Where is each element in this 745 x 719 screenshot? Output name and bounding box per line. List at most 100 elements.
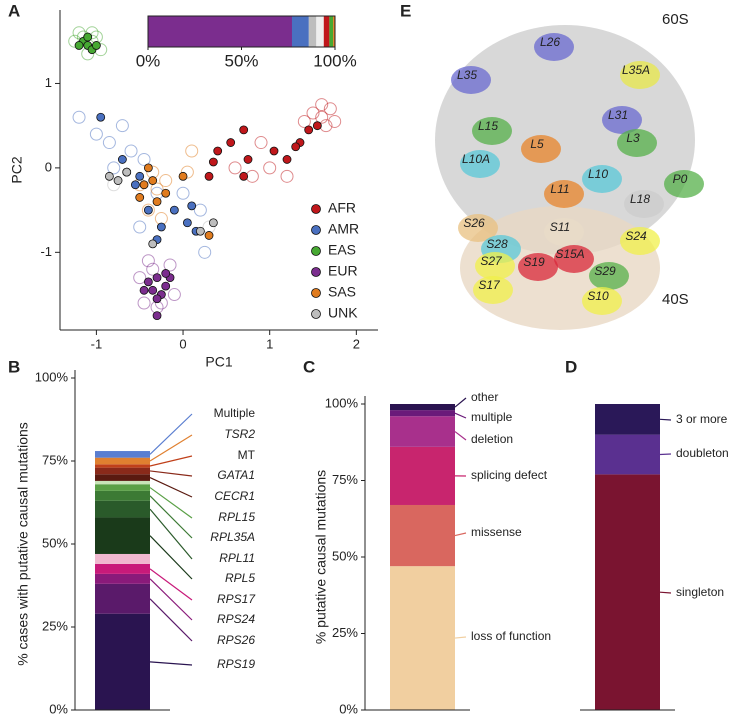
legend-label: UNK — [328, 305, 358, 321]
protein-label: S24 — [625, 229, 647, 243]
protein-label: L10A — [462, 152, 490, 166]
protein-blob — [617, 129, 657, 157]
x-tick-label: 0% — [136, 51, 161, 70]
point — [143, 163, 153, 173]
bar-segment — [95, 583, 150, 614]
bar-segment — [95, 467, 150, 475]
background-point — [228, 161, 242, 175]
segment-label: Multiple — [214, 406, 256, 420]
point — [169, 205, 179, 215]
background-point — [297, 114, 311, 128]
background-point — [245, 169, 259, 183]
point — [122, 167, 132, 177]
y-tick-label: 50% — [332, 548, 358, 563]
leader-line — [149, 598, 193, 642]
background-point — [198, 245, 212, 259]
background-point — [193, 203, 207, 217]
background-point — [306, 106, 320, 120]
segment-label: RPS19 — [217, 657, 255, 671]
protein-blob — [544, 180, 584, 208]
legend-label: EAS — [328, 242, 356, 258]
segment-label: 3 or more — [676, 412, 728, 426]
background-point — [85, 26, 99, 40]
bar-segment — [333, 16, 335, 47]
segment-label: CECR1 — [214, 489, 255, 503]
protein-label: L15 — [478, 119, 498, 133]
point — [204, 171, 214, 181]
segment-label: RPS17 — [217, 592, 256, 606]
bar-segment — [595, 434, 660, 475]
point — [204, 231, 214, 240]
x-tick-label: 100% — [313, 51, 356, 70]
segment-label: doubleton — [676, 446, 729, 460]
point — [152, 197, 162, 207]
point — [243, 155, 253, 164]
protein-blob — [544, 218, 584, 246]
protein-label: S11 — [550, 220, 570, 234]
leader-line — [149, 477, 193, 498]
segment-label: RPL15 — [218, 510, 255, 524]
background-point — [137, 152, 151, 166]
point — [143, 277, 153, 287]
segment-label: RPL35A — [210, 530, 255, 544]
point — [312, 121, 322, 131]
point — [161, 188, 171, 198]
segment-label: deletion — [471, 432, 513, 446]
segment-label: RPL11 — [219, 551, 255, 565]
segment-label: multiple — [471, 410, 513, 424]
bar-segment — [390, 446, 455, 505]
subunit-label: 40S — [662, 291, 689, 308]
legend-marker — [311, 225, 321, 235]
protein-label: L35 — [457, 68, 477, 82]
bar-segment — [390, 404, 455, 411]
segment-label: TSR2 — [224, 427, 255, 441]
point — [139, 180, 149, 190]
y-tick-label: 100% — [35, 369, 69, 384]
protein-label: S15A — [555, 247, 584, 261]
leader-line — [149, 495, 193, 539]
protein-label: S29 — [594, 264, 616, 278]
protein-blob — [460, 150, 500, 178]
legend-label: SAS — [328, 284, 356, 300]
point — [148, 176, 158, 185]
legend-label: AMR — [328, 221, 359, 237]
protein-label: L10 — [588, 167, 608, 181]
protein-blob — [451, 66, 491, 94]
bar-segment — [95, 517, 150, 554]
protein-label: L18 — [630, 192, 650, 206]
x-tick-label: 1 — [266, 336, 273, 351]
panel-label: C — [303, 357, 315, 376]
point — [104, 171, 114, 181]
background-point — [107, 161, 121, 175]
point — [304, 125, 314, 135]
x-tick-label: 50% — [224, 51, 258, 70]
protein-blob — [624, 190, 664, 218]
y-tick-label: -1 — [40, 244, 52, 259]
segment-label: GATA1 — [217, 468, 255, 482]
protein-label: S28 — [486, 237, 508, 251]
point — [178, 171, 188, 181]
y-tick-label: 0% — [49, 701, 68, 716]
y-tick-label: 75% — [332, 472, 358, 487]
protein-label: S26 — [463, 216, 485, 230]
protein-blob — [554, 245, 594, 273]
bar-segment — [95, 484, 150, 491]
segment-label: MT — [238, 448, 256, 462]
protein-blob — [521, 135, 561, 163]
segment-label: loss of function — [471, 629, 551, 643]
point — [135, 193, 145, 202]
y-tick-label: 0 — [45, 159, 52, 174]
background-point — [133, 271, 147, 285]
bar-segment — [595, 474, 660, 710]
background-point — [133, 220, 147, 234]
point — [195, 226, 205, 236]
point — [148, 285, 158, 295]
leader-line — [149, 434, 193, 462]
protein-blob — [518, 253, 558, 281]
y-tick-label: 75% — [42, 452, 68, 467]
protein-blob — [582, 165, 622, 193]
leader-line — [454, 412, 467, 419]
bar-segment — [316, 16, 324, 47]
bar-segment — [95, 613, 150, 710]
